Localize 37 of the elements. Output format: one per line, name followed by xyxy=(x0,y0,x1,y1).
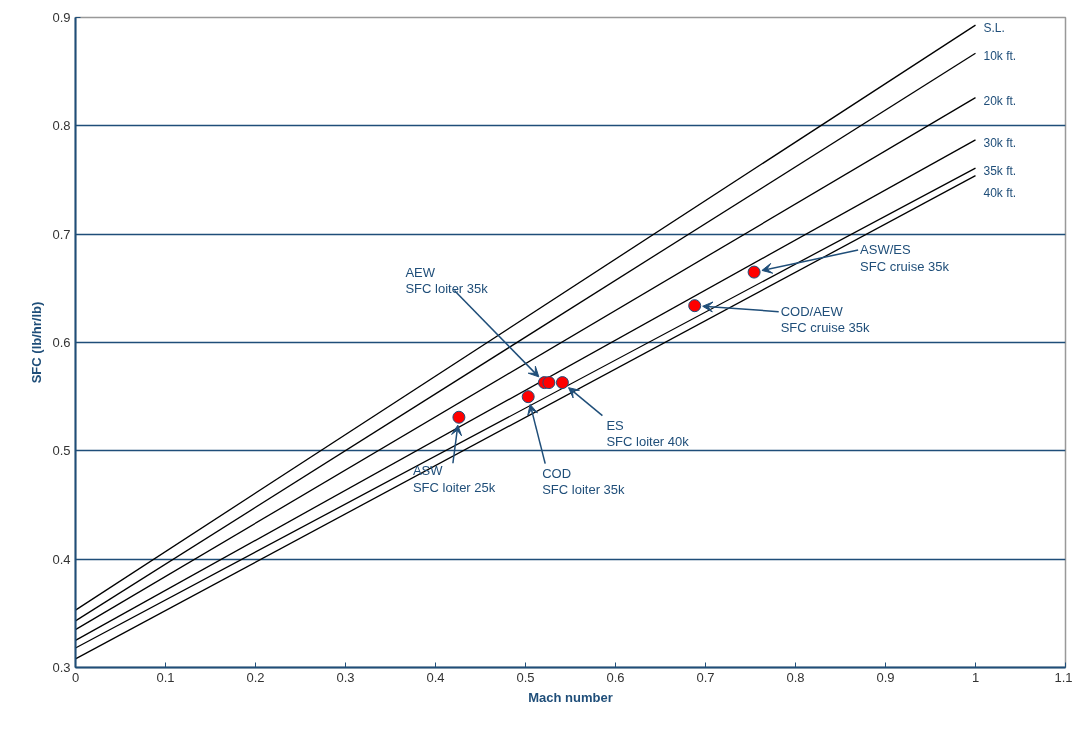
y-tick-label: 0.6 xyxy=(52,335,71,350)
x-tick-label: 0.9 xyxy=(876,669,895,685)
y-tick-label: 0.7 xyxy=(52,226,71,242)
annotation: ES SFC loiter 40k xyxy=(606,417,690,450)
x-tick-label: 1 xyxy=(971,669,980,685)
x-axis-title: Mach number xyxy=(528,689,613,705)
y-axis-title: SFC (lb/hr/lb) xyxy=(29,301,45,384)
series-label: 10k ft. xyxy=(983,49,1017,64)
annotation: ASW/ES SFC cruise 35k xyxy=(860,242,950,274)
x-tick-label: 0.8 xyxy=(786,669,805,685)
point xyxy=(452,410,466,424)
x-tick-label: 1.1 xyxy=(1054,669,1072,685)
annotation: COD/AEW SFC cruise 35k xyxy=(780,303,871,336)
series-label: 30k ft. xyxy=(983,135,1017,150)
x-tick-label: 0.7 xyxy=(696,669,715,685)
y-tick-label: 0.4 xyxy=(52,551,71,567)
x-tick-label: 0.4 xyxy=(426,669,445,685)
point xyxy=(688,299,702,313)
series-label: 40k ft. xyxy=(983,186,1017,201)
series-label: 20k ft. xyxy=(983,93,1017,108)
series-label: S.L. xyxy=(983,21,1005,36)
y-tick-label: 0.5 xyxy=(52,443,71,459)
y-tick-label: 0.8 xyxy=(52,118,71,134)
x-tick-label: 0.6 xyxy=(606,669,625,685)
x-tick-label: 0.1 xyxy=(156,669,175,685)
x-tick-label: 0 xyxy=(71,669,80,685)
annotation: AEW SFC loiter 35k xyxy=(405,264,489,297)
point xyxy=(747,265,761,279)
annotation: COD SFC loiter 35k xyxy=(542,465,626,498)
point xyxy=(542,376,556,390)
series-label: 35k ft. xyxy=(983,164,1017,179)
x-tick-label: 0.3 xyxy=(336,669,355,685)
y-tick-label: 0.9 xyxy=(52,10,71,25)
x-tick-label: 0.2 xyxy=(246,669,265,685)
point xyxy=(555,376,569,390)
point xyxy=(521,390,535,404)
x-tick-label: 0.5 xyxy=(516,669,535,685)
